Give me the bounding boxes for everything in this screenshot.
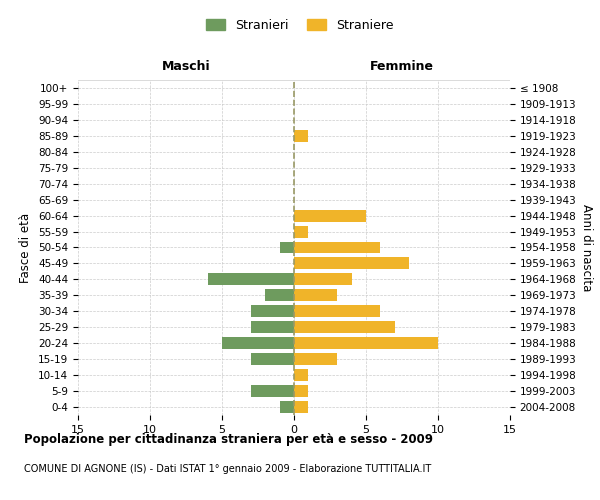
Bar [265,290,294,302]
Y-axis label: Fasce di età: Fasce di età [19,212,32,282]
Bar [294,306,380,318]
Bar [294,130,308,142]
Bar [294,290,337,302]
Bar [294,353,337,365]
Bar [294,322,395,333]
Bar [294,258,409,270]
Text: Maschi: Maschi [161,60,211,74]
Y-axis label: Anni di nascita: Anni di nascita [580,204,593,291]
Bar [280,242,294,254]
Bar [208,274,294,285]
Bar [251,306,294,318]
Bar [294,337,438,349]
Legend: Stranieri, Straniere: Stranieri, Straniere [202,14,398,37]
Text: Femmine: Femmine [370,60,434,74]
Bar [294,226,308,237]
Bar [294,369,308,381]
Bar [294,385,308,397]
Bar [280,401,294,413]
Bar [251,385,294,397]
Bar [294,210,366,222]
Bar [222,337,294,349]
Bar [294,401,308,413]
Bar [294,242,380,254]
Text: Popolazione per cittadinanza straniera per età e sesso - 2009: Popolazione per cittadinanza straniera p… [24,432,433,446]
Bar [251,322,294,333]
Text: COMUNE DI AGNONE (IS) - Dati ISTAT 1° gennaio 2009 - Elaborazione TUTTITALIA.IT: COMUNE DI AGNONE (IS) - Dati ISTAT 1° ge… [24,464,431,474]
Bar [294,274,352,285]
Bar [251,353,294,365]
